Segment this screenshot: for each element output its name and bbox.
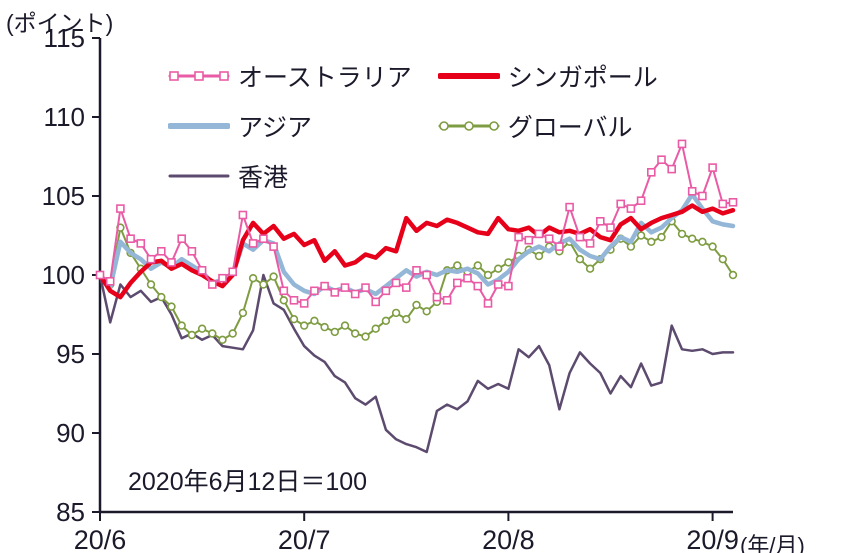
y-axis-unit-label: (ポイント): [6, 10, 114, 36]
svg-text:90: 90: [56, 418, 85, 448]
legend-label-singapore: シンガポール: [507, 64, 658, 92]
svg-text:20/7: 20/7: [278, 525, 331, 553]
svg-text:100: 100: [42, 260, 85, 290]
legend-label-australia: オーストラリア: [238, 64, 412, 92]
svg-text:20/8: 20/8: [482, 525, 535, 553]
svg-text:85: 85: [56, 497, 85, 527]
legend-label-global: グローバル: [507, 114, 633, 142]
legend-label-hongkong: 香港: [238, 164, 289, 192]
legend-item-australia: オーストラリア: [168, 58, 412, 94]
svg-text:105: 105: [42, 181, 85, 211]
legend-swatch-global-icon: [438, 117, 500, 135]
legend-swatch-singapore-icon: [436, 67, 501, 85]
legend-item-global: グローバル: [438, 108, 658, 144]
legend-item-hongkong: 香港: [168, 158, 412, 194]
svg-text:20/9: 20/9: [686, 525, 739, 553]
svg-text:110: 110: [44, 102, 85, 132]
svg-text:115: 115: [44, 23, 85, 53]
base-date-annotation: 2020年6月12日＝100: [128, 468, 368, 496]
legend-swatch-hongkong-icon: [168, 167, 230, 185]
legend-item-singapore: シンガポール: [436, 58, 658, 94]
svg-text:95: 95: [56, 339, 85, 369]
legend-swatch-australia-icon: [168, 67, 230, 85]
chart-legend: オーストラリア シンガポール アジア グローバル 香港: [167, 58, 658, 194]
svg-text:20/6: 20/6: [74, 525, 127, 553]
legend-label-asia: アジア: [238, 114, 313, 142]
legend-item-asia: アジア: [167, 108, 412, 144]
x-axis-unit-label: (年/月): [740, 533, 805, 553]
legend-swatch-asia-icon: [167, 117, 231, 135]
